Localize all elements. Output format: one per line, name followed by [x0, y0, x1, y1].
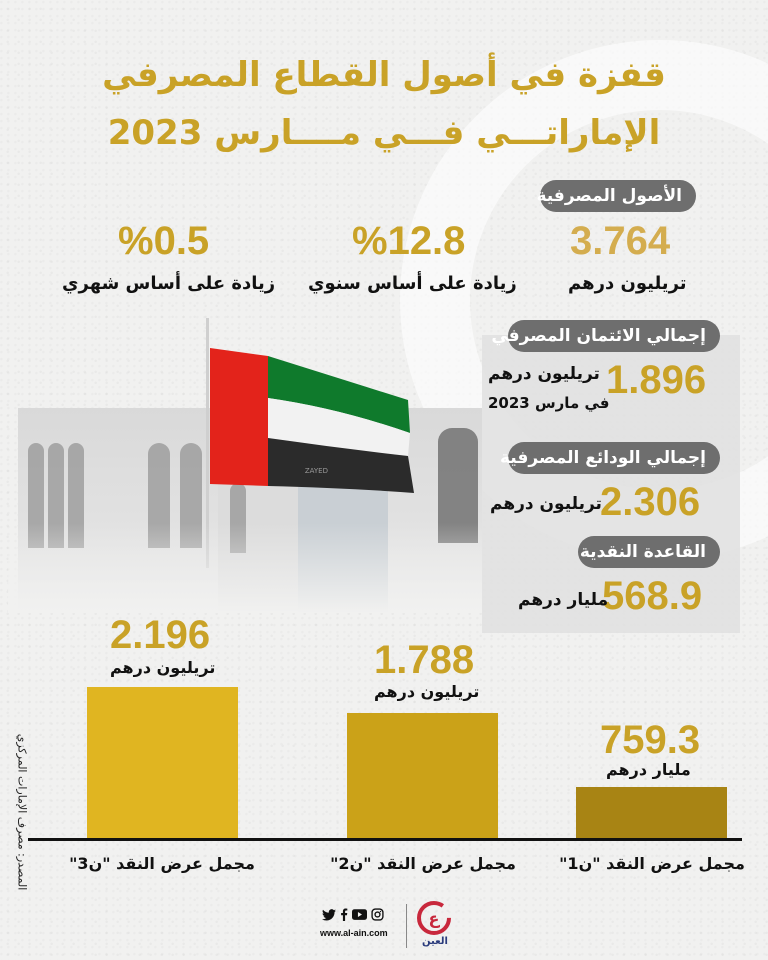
title-line-1: قفزة في أصول القطاع المصرفي [102, 55, 666, 95]
twitter-icon[interactable] [322, 908, 336, 921]
monetary-base-label-pill: القاعدة النقدية [578, 536, 720, 568]
title-line-2: الإماراتـــي فـــي مــــارس 2023 [107, 113, 661, 153]
social-icons [322, 908, 384, 921]
bar-unit-m2: تريليون درهم [374, 682, 480, 701]
assets-value: 3.764 [570, 219, 671, 263]
website-link[interactable]: www.al-ain.com [320, 928, 388, 938]
deposits-label-pill: إجمالي الودائع المصرفية [500, 442, 720, 474]
credit-value: 1.896 [606, 358, 707, 402]
brand-name: العين [422, 936, 448, 947]
al-ain-logo-icon: ع [417, 901, 451, 935]
footer-divider [406, 904, 407, 948]
bar-m3 [87, 687, 238, 839]
bar-m2 [347, 713, 498, 839]
monthly-growth-value: %0.5 [118, 219, 210, 263]
bar-m1 [576, 787, 727, 839]
source-note: المصدر: مصرف الإمارات المركزي [15, 733, 29, 891]
instagram-icon[interactable] [371, 908, 384, 921]
category-label-m2: مجمل عرض النقد "ن2" [330, 854, 516, 873]
bar-unit-m3: تريليون درهم [110, 658, 216, 677]
deposits-unit: تريليون درهم [490, 494, 602, 514]
central-bank-building-photo: ZAYED [8, 313, 482, 613]
yearly-growth-caption: زيادة على أساس سنوي [308, 273, 517, 294]
page-title: قفزة في أصول القطاع المصرفي الإماراتـــي… [0, 46, 768, 162]
uae-flag-icon: ZAYED [210, 348, 414, 493]
credit-subunit: في مارس 2023 [488, 394, 610, 412]
chart-baseline [28, 838, 742, 841]
monetary-base-value: 568.9 [602, 574, 703, 618]
bar-value-m3: 2.196 [110, 613, 211, 657]
youtube-icon[interactable] [352, 909, 367, 920]
bar-unit-m1: مليار درهم [606, 760, 691, 779]
category-label-m1: مجمل عرض النقد "ن1" [559, 854, 745, 873]
category-label-m3: مجمل عرض النقد "ن3" [69, 854, 255, 873]
credit-label-pill: إجمالي الائتمان المصرفي [491, 320, 720, 352]
svg-text:ع: ع [429, 909, 441, 928]
bar-value-m1: 759.3 [600, 718, 701, 762]
svg-text:ZAYED: ZAYED [305, 467, 328, 475]
yearly-growth-value: %12.8 [352, 219, 466, 263]
monthly-growth-caption: زيادة على أساس شهري [62, 273, 276, 294]
assets-label-pill: الأصول المصرفية [536, 180, 696, 212]
flagpole [206, 318, 209, 568]
stats-panel [482, 335, 740, 633]
deposits-value: 2.306 [600, 480, 701, 524]
credit-unit: تريليون درهم [488, 364, 600, 384]
monetary-base-unit: مليار درهم [518, 590, 609, 610]
assets-unit: تريليون درهم [568, 273, 687, 294]
footer-branding: www.al-ain.com ع العين [318, 898, 458, 954]
bar-value-m2: 1.788 [374, 638, 475, 682]
facebook-icon[interactable] [340, 908, 348, 921]
